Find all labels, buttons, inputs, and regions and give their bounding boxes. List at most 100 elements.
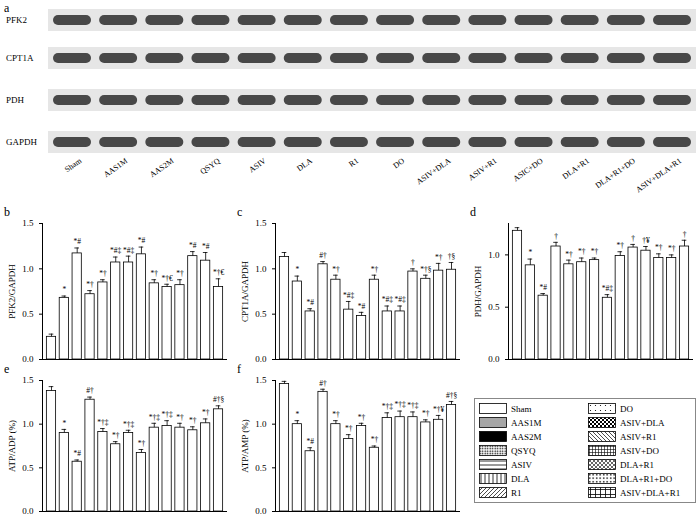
svg-text:*†: *†	[151, 269, 159, 278]
svg-text:ASIV+DLA+R1: ASIV+DLA+R1	[634, 156, 683, 194]
svg-text:1.5: 1.5	[255, 375, 267, 385]
svg-text:*†: *†	[345, 424, 353, 433]
svg-text:*#: *#	[306, 298, 314, 307]
svg-text:#†: #†	[319, 251, 327, 260]
svg-text:†: †	[411, 258, 415, 267]
svg-text:*†‡: *†‡	[382, 402, 394, 411]
svg-text:*#‡: *#‡	[123, 246, 135, 255]
svg-text:*†: *†	[422, 409, 430, 418]
svg-text:*#‡: *#‡	[382, 295, 394, 304]
svg-text:1.0: 1.0	[255, 264, 267, 274]
svg-text:*†: *†	[371, 435, 379, 444]
svg-text:*†: *†	[112, 431, 120, 440]
svg-text:1.5: 1.5	[22, 218, 34, 228]
svg-text:*#: *#	[138, 236, 146, 245]
svg-text:*#: *#	[539, 283, 547, 292]
svg-text:*†‡: *†‡	[394, 400, 406, 409]
svg-text:Sham: Sham	[63, 156, 84, 174]
svg-text:*†¥: *†¥	[433, 405, 445, 414]
svg-text:QSYQ: QSYQ	[199, 156, 222, 176]
svg-text:0.5: 0.5	[255, 463, 267, 473]
svg-text:*: *	[62, 419, 66, 428]
svg-text:0.5: 0.5	[255, 309, 267, 319]
svg-text:*†: *†	[655, 243, 663, 252]
svg-text:#†: #†	[86, 386, 94, 395]
svg-text:1.5: 1.5	[255, 218, 267, 228]
svg-text:*#‡: *#‡	[343, 291, 355, 300]
svg-text:*†: *†	[371, 265, 379, 274]
svg-text:*†§: *†§	[420, 265, 432, 274]
svg-text:ASIV+DLA: ASIV+DLA	[415, 156, 453, 186]
svg-text:*†‡: *†‡	[123, 420, 135, 429]
svg-text:*†‡: *†‡	[407, 401, 419, 410]
svg-text:#†§: #†§	[213, 395, 225, 404]
svg-text:*#: *#	[73, 449, 81, 458]
svg-text:*#: *#	[202, 242, 210, 251]
svg-text:1.0: 1.0	[22, 419, 34, 429]
svg-text:*†: *†	[578, 247, 586, 256]
svg-text:*#: *#	[189, 241, 197, 250]
svg-text:AAS2M: AAS2M	[148, 156, 175, 179]
svg-text:*#: *#	[358, 302, 366, 311]
svg-text:0.5: 0.5	[22, 309, 34, 319]
svg-text:1.0: 1.0	[488, 250, 500, 260]
svg-text:†¥: †¥	[642, 236, 650, 245]
svg-text:*: *	[528, 248, 532, 257]
svg-text:*†: *†	[176, 269, 184, 278]
svg-text:*†: *†	[617, 241, 625, 250]
svg-text:ATP/ADP (%): ATP/ADP (%)	[7, 420, 17, 472]
svg-text:DLA: DLA	[295, 156, 314, 173]
svg-text:R1: R1	[347, 156, 360, 169]
svg-text:*: *	[295, 265, 299, 274]
svg-text:PDH: PDH	[6, 95, 25, 105]
svg-text:ATP/AMP (%): ATP/AMP (%)	[240, 419, 250, 472]
svg-text:ASIV: ASIV	[247, 156, 268, 174]
svg-text:*#‡: *#‡	[394, 295, 406, 304]
svg-text:PFK2/GAPDH: PFK2/GAPDH	[7, 264, 17, 319]
svg-text:*†: *†	[176, 413, 184, 422]
svg-text:1.5: 1.5	[22, 375, 34, 385]
svg-text:AAS1M: AAS1M	[102, 156, 129, 179]
svg-text:#†: #†	[319, 379, 327, 388]
svg-text:*†: *†	[99, 269, 107, 278]
svg-text:*†: *†	[332, 410, 340, 419]
svg-text:*†: *†	[189, 416, 197, 425]
svg-text:0.0: 0.0	[22, 506, 34, 516]
svg-text:CPT1A: CPT1A	[6, 53, 34, 63]
svg-text:*†: *†	[202, 408, 210, 417]
svg-text:†: †	[683, 230, 687, 239]
svg-text:0.5: 0.5	[488, 302, 500, 312]
svg-text:*†: *†	[358, 413, 366, 422]
svg-text:*†: *†	[668, 244, 676, 253]
svg-text:†: †	[631, 234, 635, 243]
svg-text:*†€: *†€	[161, 274, 173, 283]
svg-text:*: *	[62, 285, 66, 294]
svg-text:*#: *#	[73, 237, 81, 246]
svg-text:GAPDH: GAPDH	[6, 137, 38, 147]
svg-text:ASIV+R1: ASIV+R1	[467, 156, 499, 182]
svg-text:DO: DO	[392, 156, 407, 170]
svg-text:*†: *†	[591, 247, 599, 256]
svg-text:†§: †§	[448, 252, 456, 261]
svg-text:0.5: 0.5	[22, 463, 34, 473]
svg-text:DLA+R1: DLA+R1	[561, 156, 591, 181]
svg-text:ASIC+DO: ASIC+DO	[511, 156, 544, 183]
svg-text:*†‡: *†‡	[161, 410, 173, 419]
svg-text:*†: *†	[138, 439, 146, 448]
svg-text:#†§: #†§	[446, 391, 458, 400]
svg-text:*†: *†	[86, 280, 94, 289]
svg-text:†: †	[554, 232, 558, 241]
svg-text:*†€: *†€	[213, 268, 225, 277]
svg-text:*†: *†	[332, 265, 340, 274]
svg-text:0.0: 0.0	[255, 506, 267, 516]
svg-text:*†: *†	[435, 253, 443, 262]
svg-text:1.0: 1.0	[22, 264, 34, 274]
svg-text:a: a	[4, 1, 10, 15]
svg-text:CPT1A/GAPDH: CPT1A/GAPDH	[240, 260, 250, 322]
svg-text:*#: *#	[306, 437, 314, 446]
svg-text:*†‡: *†‡	[97, 418, 109, 427]
svg-text:*#‡: *#‡	[110, 246, 122, 255]
svg-text:PFK2: PFK2	[6, 15, 27, 25]
svg-text:PDH/GAPDH: PDH/GAPDH	[473, 265, 483, 317]
svg-text:*#‡: *#‡	[602, 284, 614, 293]
